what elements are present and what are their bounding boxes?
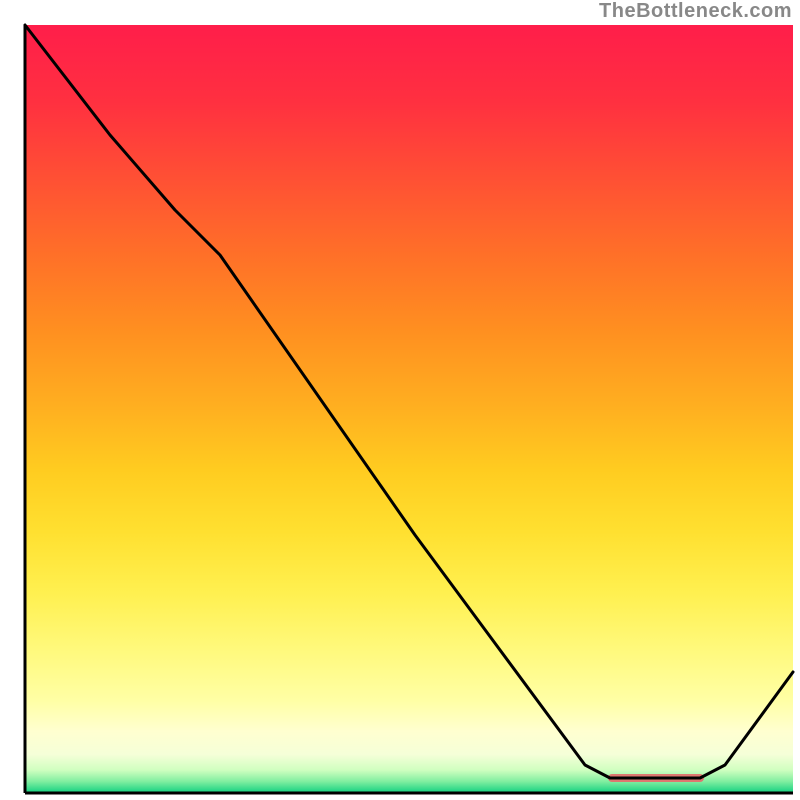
chart-container: TheBottleneck.com bbox=[0, 0, 800, 800]
watermark-text: TheBottleneck.com bbox=[599, 0, 792, 23]
gradient-background bbox=[25, 25, 793, 793]
bottleneck-chart bbox=[0, 0, 800, 800]
